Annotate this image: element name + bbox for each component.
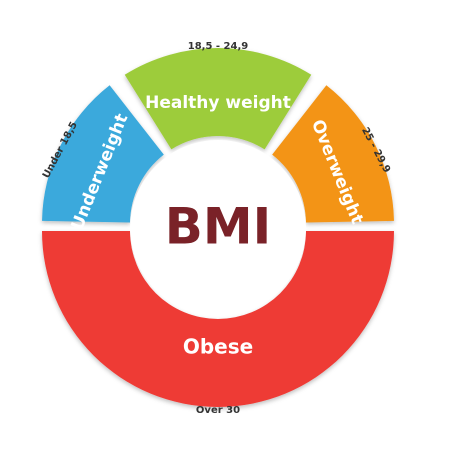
- center-circle: [130, 140, 306, 316]
- segment-label: Obese: [183, 335, 253, 359]
- segment: [272, 85, 394, 223]
- segment: [42, 85, 164, 223]
- center-label: BMI: [165, 198, 271, 256]
- range-label: Over 30: [196, 405, 240, 416]
- segment: [42, 231, 394, 407]
- segment-label: Healthy weight: [145, 93, 291, 113]
- segment: [124, 48, 312, 150]
- range-label: 18,5 - 24,9: [188, 41, 249, 52]
